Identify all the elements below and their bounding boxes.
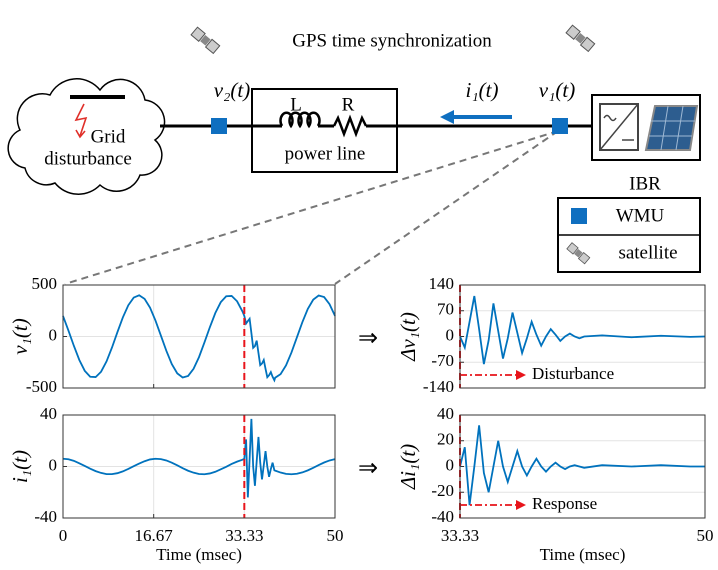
- ibr-label: IBR: [629, 173, 661, 194]
- cloud-text: Grid: [91, 126, 126, 147]
- resistor: [332, 114, 368, 138]
- signal-line: [459, 425, 705, 506]
- zoom-line: [64, 130, 559, 285]
- y-tick-label: 40: [437, 404, 454, 423]
- annotation-arrowhead: [516, 500, 526, 510]
- cloud: [7, 78, 166, 195]
- y-tick-label: 140: [429, 274, 455, 293]
- y-tick-label: 20: [437, 430, 454, 449]
- y-tick-label: 0: [446, 325, 455, 344]
- x-tick-label: 0: [59, 526, 68, 545]
- x-tick-label: 16.67: [135, 526, 174, 545]
- inverter-diagonal: [599, 103, 639, 151]
- x-axis-label: Time (msec): [540, 545, 626, 564]
- y-tick-label: -500: [26, 377, 57, 396]
- box-label: power line: [285, 143, 366, 164]
- signal-line: [62, 418, 336, 498]
- legend-text: WMU: [616, 205, 665, 226]
- annotation-arrowhead: [516, 370, 526, 380]
- v2-label: v₂(t): [214, 78, 250, 102]
- ac-symbol: [603, 114, 617, 122]
- x-tick-label: 33.33: [225, 526, 263, 545]
- lightning: [74, 103, 88, 139]
- legend-satellite-icon: [566, 242, 591, 265]
- title: GPS time synchronization: [292, 30, 492, 51]
- wmu: [552, 118, 568, 134]
- inductor-label: L: [290, 94, 302, 115]
- plot-frame: [62, 284, 336, 389]
- annotation: Disturbance: [532, 364, 614, 383]
- v1-label: v₁(t): [539, 78, 575, 102]
- resistor-label: R: [342, 94, 355, 115]
- legend-text: satellite: [618, 242, 677, 263]
- wmu: [211, 118, 227, 134]
- y-tick-label: -140: [423, 377, 454, 396]
- line-box: [251, 88, 398, 173]
- plot-frame: [459, 284, 706, 389]
- y-axis-label: Δv₁(t): [396, 312, 420, 362]
- satellite: [190, 26, 221, 55]
- y-tick-label: 0: [49, 325, 58, 344]
- y-tick-label: 500: [32, 274, 58, 293]
- y-tick-label: -70: [431, 351, 454, 370]
- i1-label: i₁(t): [466, 78, 499, 102]
- inductor: [279, 111, 321, 129]
- annotation: Response: [532, 494, 597, 513]
- y-tick-label: 70: [437, 300, 454, 319]
- x-axis-label: Time (msec): [156, 545, 242, 564]
- cloud-text: disturbance: [44, 148, 132, 169]
- y-tick-label: -40: [431, 507, 454, 526]
- zoom-line: [334, 130, 559, 285]
- plot-frame: [62, 414, 336, 519]
- solar-panel: [644, 105, 699, 151]
- y-tick-label: -40: [34, 507, 57, 526]
- x-tick-label: 33.33: [441, 526, 479, 545]
- satellite: [565, 24, 596, 53]
- y-tick-label: 0: [49, 455, 58, 474]
- y-tick-label: 0: [446, 455, 455, 474]
- x-tick-label: 50: [697, 526, 714, 545]
- y-tick-label: 40: [40, 404, 57, 423]
- y-tick-label: -20: [431, 481, 454, 500]
- y-axis-label: v₁(t): [8, 318, 32, 354]
- implies: ⇒: [358, 456, 378, 482]
- current-arrowhead: [440, 110, 454, 124]
- signal-line: [459, 295, 706, 365]
- implies: ⇒: [358, 326, 378, 352]
- plot-frame: [459, 414, 706, 519]
- signal-line: [62, 294, 336, 383]
- x-tick-label: 50: [327, 526, 344, 545]
- legend-wmu-icon: [571, 208, 587, 224]
- y-axis-label: i₁(t): [8, 450, 32, 483]
- y-axis-label: Δi₁(t): [396, 444, 420, 490]
- solar-cells: [649, 105, 695, 151]
